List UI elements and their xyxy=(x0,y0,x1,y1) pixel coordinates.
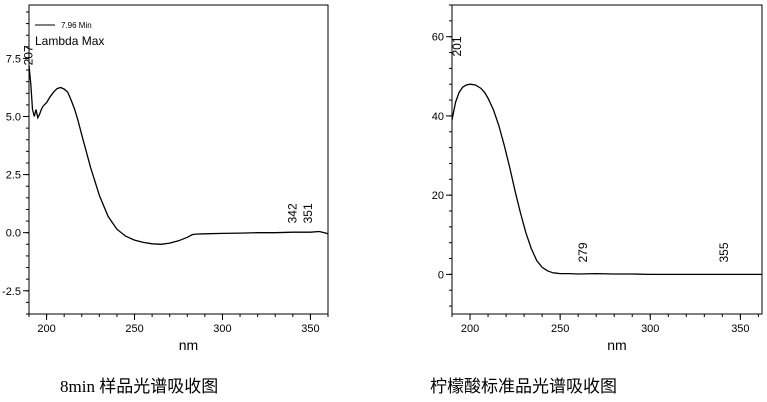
peak-label: 351 xyxy=(301,203,315,223)
peak-label: 201 xyxy=(450,36,464,56)
x-axis-label: nm xyxy=(179,337,198,353)
x-tick-label: 250 xyxy=(551,323,569,335)
x-tick-label: 200 xyxy=(461,323,479,335)
chart-sample-spectrum: 200 250 300 350 nm -2.5 0.0 2.5 5.0 7.5 207 342 351 7… xyxy=(2,4,329,353)
x-tick-label: 300 xyxy=(213,323,231,335)
y-tick-label: 40 xyxy=(432,111,444,123)
x-tick-label: 350 xyxy=(301,323,319,335)
y-tick-label: 0 xyxy=(438,269,444,281)
series-line xyxy=(451,83,762,276)
chart-citric-acid-spectrum: 200 250 300 350 nm 0 20 40 60 201 279 355 xyxy=(432,4,763,353)
y-tick-label: 60 xyxy=(432,32,444,44)
x-axis-label: nm xyxy=(607,337,626,353)
peak-label: 207 xyxy=(22,45,36,65)
x-tick-label: 350 xyxy=(731,323,749,335)
y-tick-label: 7.5 xyxy=(6,53,21,65)
caption-sample-spectrum: 8min 样品光谱吸收图 xyxy=(60,377,219,396)
x-tick-label: 200 xyxy=(37,323,55,335)
y-tick-label: 5.0 xyxy=(6,112,21,124)
y-tick-label: 0.0 xyxy=(6,228,21,240)
plot-frame xyxy=(28,4,329,315)
legend-entry: 7.96 Min xyxy=(61,21,92,30)
caption-standard-spectrum: 柠檬酸标准品光谱吸收图 xyxy=(430,377,617,396)
plot-frame xyxy=(451,4,763,315)
x-tick-label: 250 xyxy=(125,323,143,335)
y-tick-label: 20 xyxy=(432,190,444,202)
peak-label: 342 xyxy=(285,203,299,223)
peak-label: 355 xyxy=(717,242,731,262)
peak-label: 279 xyxy=(576,242,590,262)
x-tick-label: 300 xyxy=(641,323,659,335)
y-tick-label: 2.5 xyxy=(6,170,21,182)
series-line xyxy=(28,65,329,245)
y-tick-label: -2.5 xyxy=(2,286,21,298)
legend-title: Lambda Max xyxy=(35,34,104,48)
